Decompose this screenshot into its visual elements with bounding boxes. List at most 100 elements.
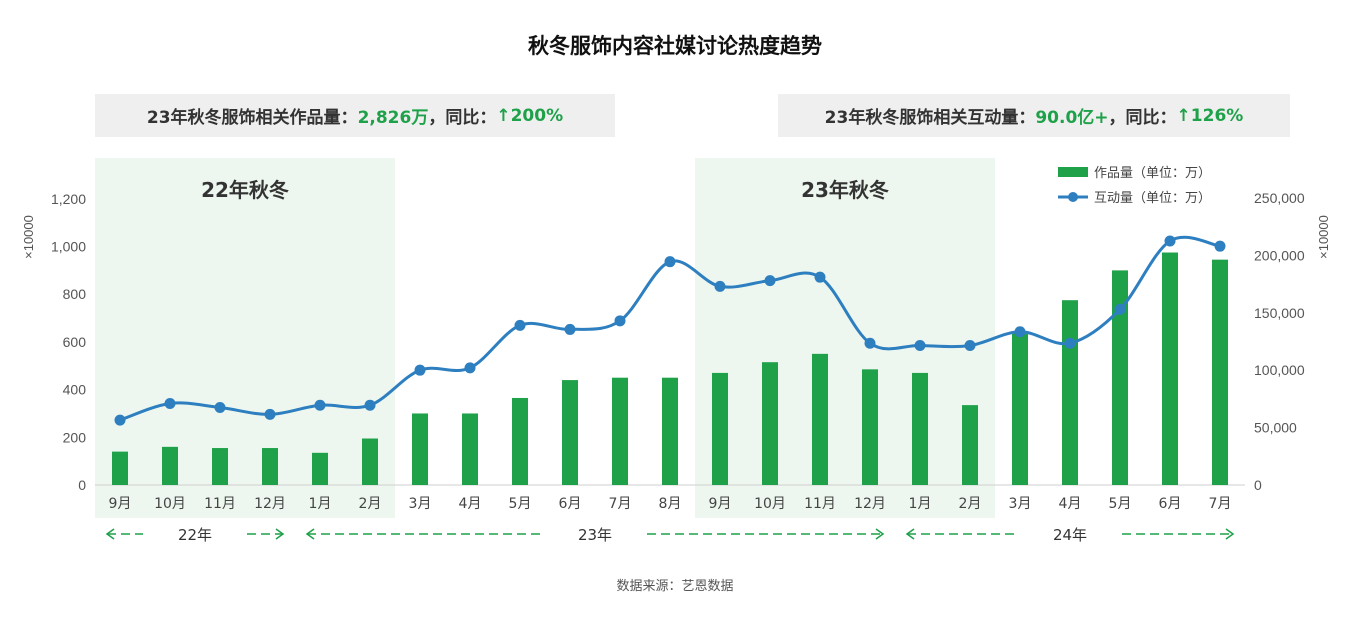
interaction-volume-stat: 23年秋冬服饰相关互动量： 90.0亿+ ，同比： ↑126% — [778, 94, 1290, 137]
interaction-stat-value: 90.0亿+ — [1035, 108, 1109, 128]
x-tick-label: 3月 — [1009, 496, 1032, 512]
works-bar — [1112, 270, 1128, 485]
y-left-tick: 200 — [63, 429, 87, 445]
interaction-point — [1014, 326, 1026, 338]
x-tick-label: 4月 — [1059, 496, 1082, 512]
works-bar — [462, 413, 478, 485]
works-bar — [612, 377, 628, 485]
interaction-point — [464, 362, 476, 374]
x-tick-label: 1月 — [909, 496, 932, 512]
works-bar — [512, 397, 528, 485]
works-stat-yoy: ↑200% — [496, 105, 564, 126]
y-left-tick: 0 — [78, 477, 86, 493]
x-tick-label: 6月 — [559, 496, 582, 512]
x-tick-label: 2月 — [359, 496, 382, 512]
x-tick-label: 11月 — [204, 496, 236, 512]
interaction-point — [264, 408, 276, 420]
works-stat-label: 23年秋冬服饰相关作品量： — [146, 108, 358, 128]
season-region — [95, 158, 395, 518]
x-tick-label: 11月 — [804, 496, 836, 512]
x-tick-label: 7月 — [1209, 496, 1232, 512]
y-right-tick: 50,000 — [1254, 420, 1297, 436]
works-bar — [1012, 333, 1028, 485]
works-stat-sep: ，同比： — [428, 108, 497, 128]
interaction-point — [164, 397, 176, 409]
year-arrow-left-head — [105, 528, 115, 540]
x-tick-label: 1月 — [309, 496, 332, 512]
works-bar — [862, 369, 878, 485]
interaction-stat-yoy: ↑126% — [1176, 105, 1244, 126]
interaction-point — [514, 319, 526, 331]
legend-interaction-label: 互动量（单位：万） — [1094, 191, 1211, 206]
year-arrow-right-head — [1225, 528, 1235, 540]
x-tick-label: 8月 — [659, 496, 682, 512]
year-arrow-left-head — [305, 528, 315, 540]
works-bar — [362, 438, 378, 485]
interaction-point — [664, 256, 676, 268]
works-bar — [912, 372, 928, 485]
y-right-tick: 150,000 — [1254, 305, 1305, 321]
y-right-tick: 0 — [1254, 477, 1262, 493]
works-bar — [162, 446, 178, 485]
works-bar — [812, 353, 828, 485]
interaction-point — [214, 402, 226, 413]
season-region-label: 22年秋冬 — [201, 178, 289, 202]
y-left-tick: 800 — [63, 286, 87, 302]
works-bar — [112, 451, 128, 485]
works-bar — [762, 362, 778, 485]
x-tick-label: 4月 — [459, 496, 482, 512]
x-tick-label: 9月 — [109, 496, 132, 512]
x-tick-label: 10月 — [154, 496, 186, 512]
interaction-point — [364, 399, 376, 411]
works-volume-stat: 23年秋冬服饰相关作品量： 2,826万 ，同比： ↑200% — [95, 94, 615, 137]
x-tick-label: 6月 — [1159, 496, 1182, 512]
x-tick-label: 5月 — [1109, 496, 1132, 512]
y-right-tick: 200,000 — [1254, 247, 1305, 263]
interaction-point — [114, 414, 126, 426]
interaction-point — [1114, 303, 1126, 315]
y-left-tick: 1,200 — [51, 191, 86, 207]
x-tick-label: 12月 — [854, 496, 886, 512]
y-left-unit: ×10000 — [21, 215, 36, 259]
legend-works-swatch — [1058, 167, 1088, 177]
interaction-point — [1064, 337, 1076, 349]
interaction-point — [864, 337, 876, 349]
combo-chart: 22年秋冬 23年秋冬 0 200 400 600 800 1,000 1,200 0 50,000… — [21, 158, 1331, 544]
interaction-point — [964, 340, 976, 351]
interaction-point — [414, 364, 426, 376]
year-group-label: 24年 — [1053, 526, 1087, 544]
works-bar — [212, 448, 228, 485]
interaction-point — [1214, 240, 1226, 252]
y-right-tick: 100,000 — [1254, 362, 1305, 378]
interaction-stat-sep: ，同比： — [1108, 108, 1177, 128]
legend-interaction-marker — [1068, 192, 1078, 202]
y-right-unit: ×10000 — [1316, 215, 1331, 259]
interaction-point — [314, 399, 326, 411]
works-bar — [262, 448, 278, 485]
works-bar — [1062, 300, 1078, 485]
year-arrow-left-head — [905, 528, 915, 540]
works-bar — [1162, 252, 1178, 485]
x-tick-label: 5月 — [509, 496, 532, 512]
year-group-label: 23年 — [578, 526, 612, 544]
x-tick-label: 10月 — [754, 496, 786, 512]
interaction-point — [914, 340, 926, 351]
interaction-point — [614, 315, 626, 327]
chart-title: 秋冬服饰内容社媒讨论热度趋势 — [528, 34, 822, 58]
interaction-point — [564, 323, 576, 335]
works-bar — [662, 377, 678, 485]
interaction-point — [814, 271, 826, 283]
works-bar — [712, 372, 728, 485]
x-tick-label: 3月 — [409, 496, 432, 512]
x-tick-label: 2月 — [959, 496, 982, 512]
y-left-tick: 600 — [63, 334, 87, 350]
y-right-tick: 250,000 — [1254, 190, 1305, 206]
interaction-stat-label: 23年秋冬服饰相关互动量： — [824, 108, 1036, 128]
y-left-tick: 1,000 — [51, 239, 86, 255]
works-bar — [412, 413, 428, 485]
legend-works-label: 作品量（单位：万） — [1094, 166, 1211, 181]
x-tick-label: 7月 — [609, 496, 632, 512]
x-tick-label: 12月 — [254, 496, 286, 512]
interaction-point — [764, 275, 776, 287]
y-left-tick: 400 — [63, 382, 87, 398]
